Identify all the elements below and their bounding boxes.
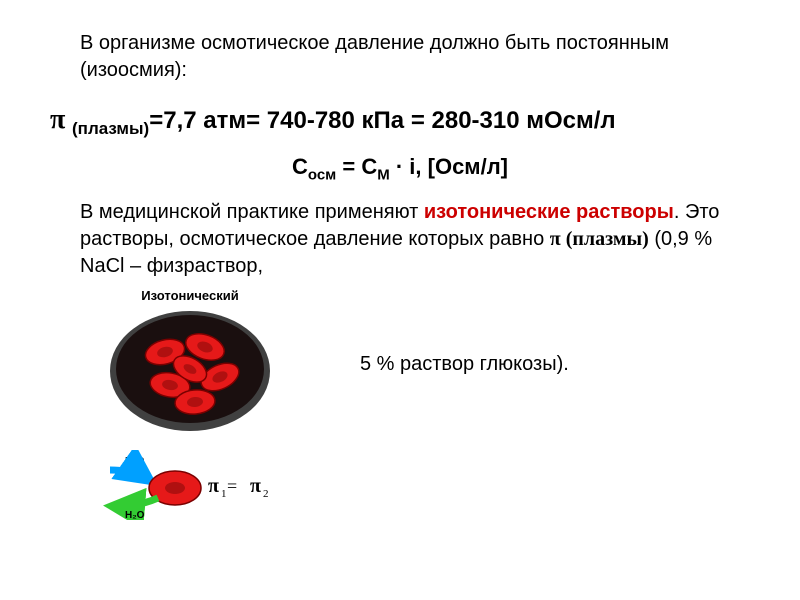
isotonic-dish: Изотонический bbox=[80, 288, 300, 440]
isotonic-term: изотонические растворы bbox=[424, 201, 674, 223]
pi-subscript: (плазмы) bbox=[72, 119, 149, 138]
petri-dish-icon bbox=[105, 307, 275, 435]
c-eq: = bbox=[336, 154, 361, 179]
svg-text:1: 1 bbox=[221, 488, 227, 500]
illustration-row: Изотонический 5 % раствор глюкозы). bbox=[50, 288, 750, 440]
c-m-base: C bbox=[361, 154, 377, 179]
plasma-pressure-formula: π (плазмы)=7,7 атм= 740-780 кПа = 280-31… bbox=[50, 102, 750, 140]
osmolar-concentration-formula: Cосм = CМ · i, [Осм/л] bbox=[50, 154, 750, 183]
svg-text:=: = bbox=[227, 476, 237, 496]
cell-arrows-icon: H₂O H₂O π 1 = π 2 bbox=[90, 450, 300, 520]
pi-symbol: π bbox=[50, 104, 65, 135]
pi-plasma-inline: π (плазмы) bbox=[550, 228, 649, 250]
svg-text:π: π bbox=[208, 475, 219, 497]
body-p1a: В медицинской практике применяют bbox=[80, 201, 424, 223]
formula-values: =7,7 атм= 740-780 кПа = 280-310 мОсм/л bbox=[149, 107, 615, 134]
svg-text:2: 2 bbox=[263, 488, 269, 500]
c-osm-sub: осм bbox=[308, 166, 336, 183]
svg-text:H₂O: H₂O bbox=[125, 456, 145, 467]
intro-text: В организме осмотическое давление должно… bbox=[80, 30, 750, 84]
glucose-text: 5 % раствор глюкозы). bbox=[360, 353, 569, 376]
c-osm-base: C bbox=[292, 154, 308, 179]
isotonic-paragraph: В медицинской практике применяют изотони… bbox=[80, 199, 750, 280]
c-tail: · i, [Осм/л] bbox=[390, 154, 508, 179]
osmosis-cell-diagram: H₂O H₂O π 1 = π 2 bbox=[90, 450, 750, 525]
isotonic-label: Изотонический bbox=[80, 288, 300, 303]
svg-text:H₂O: H₂O bbox=[125, 510, 145, 520]
svg-text:π: π bbox=[250, 475, 261, 497]
c-m-sub: М bbox=[377, 166, 390, 183]
